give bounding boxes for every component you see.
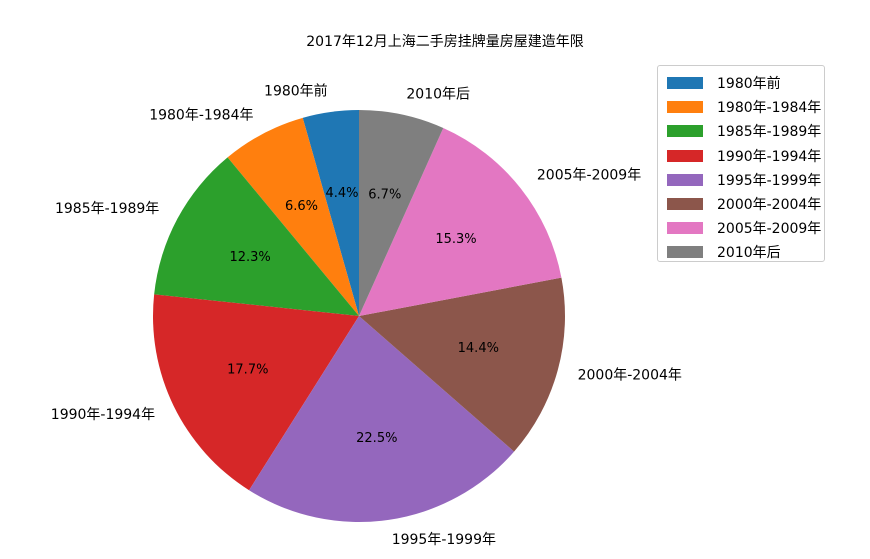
- legend-label: 1980年前: [717, 76, 781, 93]
- pie-slice-2010: [359, 110, 444, 316]
- pie-slice-2000-2004: [359, 277, 565, 452]
- legend-item-2010: 2010年后: [667, 240, 824, 264]
- legend-swatch: [667, 125, 703, 138]
- percent-label-1995-1999: 22.5%: [356, 431, 397, 446]
- legend-label: 2000年-2004年: [717, 197, 822, 214]
- legend-item-1980: 1980年前: [667, 71, 824, 95]
- legend-swatch: [667, 101, 703, 114]
- percent-label-1985-1989: 12.3%: [229, 250, 270, 265]
- category-label-2000-2004: 2000年-2004年: [578, 368, 682, 384]
- legend-swatch: [667, 222, 703, 235]
- pie-slice-2005-2009: [359, 128, 562, 316]
- legend-label: 1995年-1999年: [717, 172, 822, 189]
- category-label-1980: 1980年前: [264, 83, 328, 100]
- legend-item-1985-1989: 1985年-1989年: [667, 119, 824, 143]
- legend-swatch: [667, 149, 703, 162]
- percent-label-1980: 4.4%: [325, 186, 358, 201]
- category-label-2005-2009: 2005年-2009年: [537, 168, 641, 184]
- legend-label: 2005年-2009年: [717, 221, 822, 238]
- pie-slice-1990-1994: [152, 294, 359, 491]
- percent-label-1990-1994: 17.7%: [227, 362, 268, 377]
- legend-label: 1990年-1994年: [717, 148, 822, 165]
- legend-label: 2010年后: [717, 245, 781, 262]
- legend-item-1980-1984: 1980年-1984年: [667, 95, 824, 119]
- legend-swatch: [667, 198, 703, 211]
- chart-title: 2017年12月上海二手房挂牌量房屋建造年限: [306, 33, 583, 50]
- percent-label-2010: 6.7%: [368, 188, 401, 203]
- percent-labels: 4.4% 6.6% 12.3% 17.7% 22.5% 14.4% 15.3% 6.7%: [227, 186, 499, 446]
- pie-slice-1985-1989: [154, 157, 359, 316]
- pie-slice-1980-1984: [227, 117, 359, 316]
- pie-slice-1995-1999: [249, 316, 515, 523]
- percent-label-2000-2004: 14.4%: [458, 341, 499, 356]
- legend-label: 1985年-1989年: [717, 124, 822, 141]
- category-label-1995-1999: 1995年-1999年: [392, 532, 496, 548]
- category-labels: 1980年前 1980年-1984年 1985年-1989年 1990年-1994年 1…: [51, 83, 682, 549]
- legend: 1980年前 1980年-1984年 1985年-1989年 1990年-1994年 1…: [657, 65, 825, 262]
- percent-label-1980-1984: 6.6%: [285, 199, 318, 214]
- category-label-2010: 2010年后: [406, 86, 470, 102]
- legend-swatch: [667, 173, 703, 186]
- category-label-1990-1994: 1990年-1994年: [51, 407, 155, 423]
- legend-item-1990-1994: 1990年-1994年: [667, 144, 824, 168]
- legend-swatch: [667, 77, 703, 90]
- percent-label-2005-2009: 15.3%: [435, 232, 476, 247]
- pie-slice-1980: [302, 110, 359, 316]
- legend-item-1995-1999: 1995年-1999年: [667, 168, 824, 192]
- category-label-1980-1984: 1980年-1984年: [149, 108, 253, 124]
- legend-label: 1980年-1984年: [717, 100, 822, 117]
- legend-item-2000-2004: 2000年-2004年: [667, 192, 824, 216]
- category-label-1985-1989: 1985年-1989年: [55, 201, 159, 217]
- legend-item-2005-2009: 2005年-2009年: [667, 216, 824, 240]
- legend-swatch: [667, 246, 703, 259]
- pie-slices: [152, 110, 565, 523]
